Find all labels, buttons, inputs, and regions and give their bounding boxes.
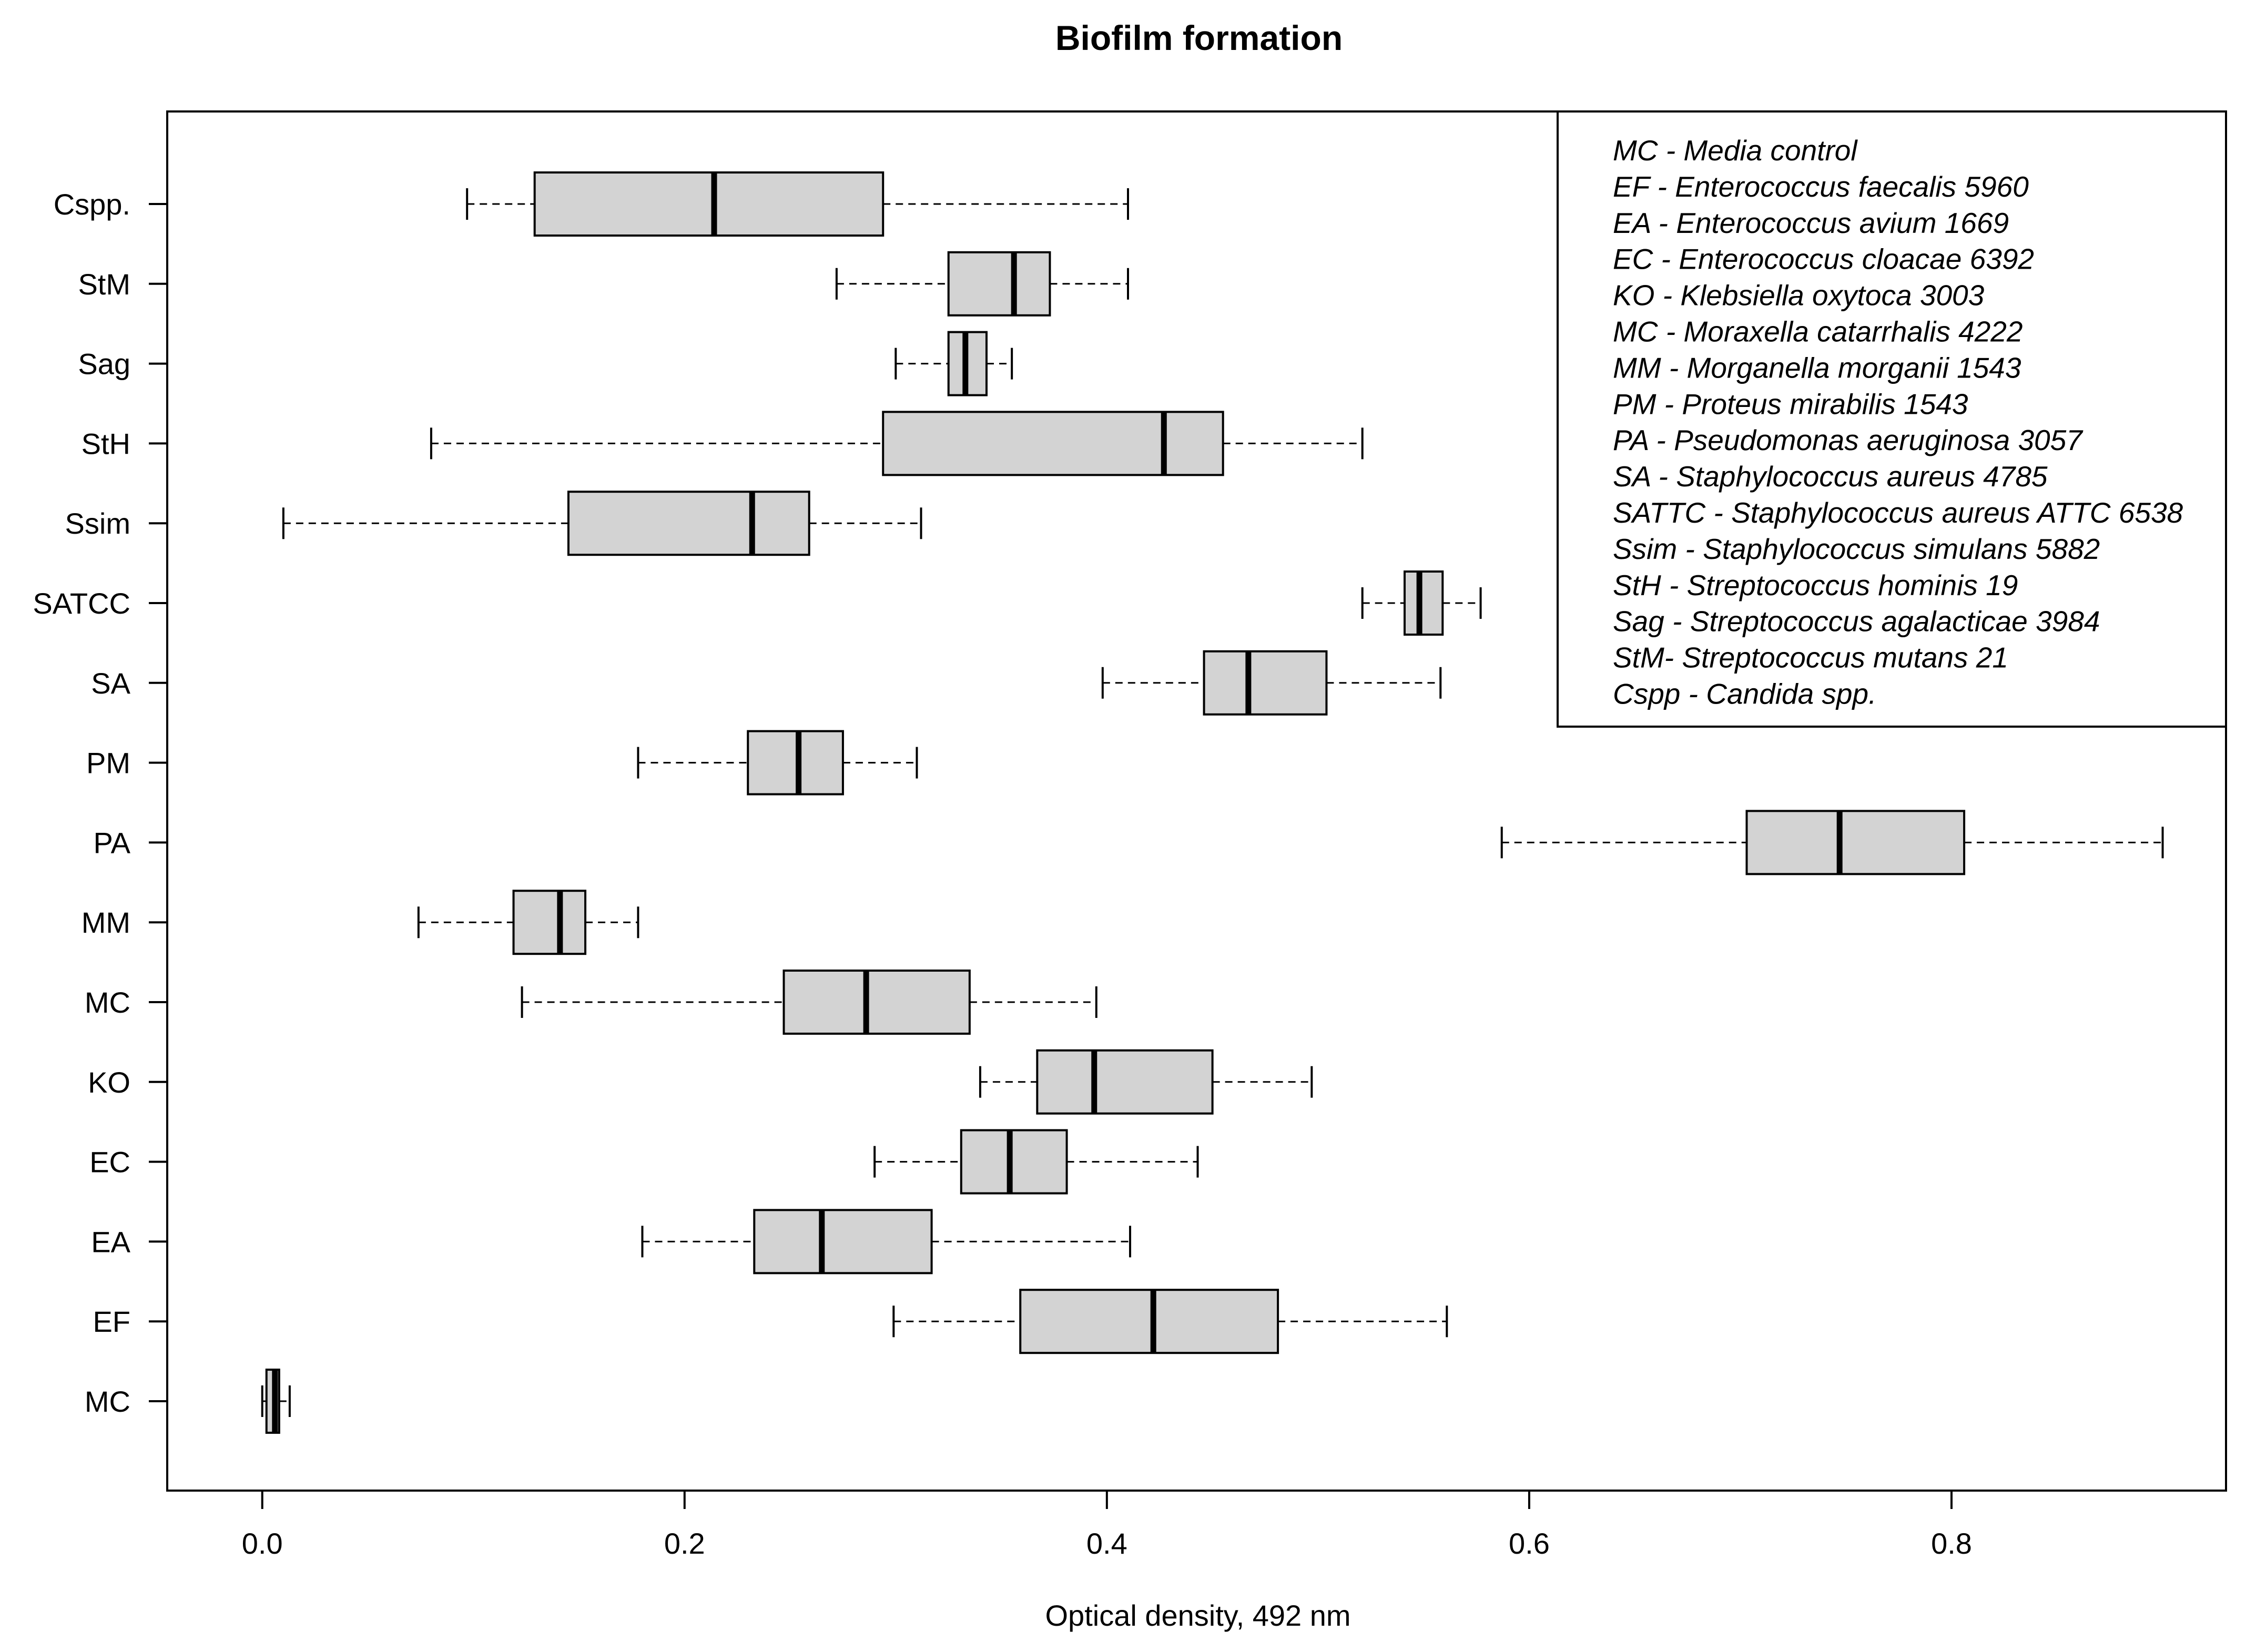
box-iqr (782, 970, 971, 1035)
box-ef-1 (892, 1289, 1448, 1354)
legend-entry: SA - Staphylococcus aureus 4785 (1613, 460, 2048, 493)
x-axis: 0.0 0.2 0.4 0.6 0.8 (242, 1490, 1972, 1560)
legend-entry: StH - Streptococcus hominis 19 (1613, 569, 2018, 601)
x-tick-label: 0.6 (1509, 1527, 1550, 1560)
legend-entry: KO - Klebsiella oxytoca 3003 (1613, 279, 1985, 312)
y-tick-label: Sag (78, 348, 130, 381)
box-satcc-10 (1361, 570, 1482, 636)
y-tick-label: PM (86, 747, 130, 780)
y-tick-label: KO (88, 1066, 130, 1099)
legend-entry: EF - Enterococcus faecalis 5960 (1613, 170, 2029, 203)
box-pa-7 (1500, 810, 2164, 875)
legend-entry: Cspp - Candida spp. (1613, 678, 1876, 710)
legend-entry: SATTC - Staphylococcus aureus ATTC 6538 (1613, 496, 2183, 529)
box-iqr (512, 890, 587, 955)
legend-entry: MC - Moraxella catarrhalis 4222 (1613, 315, 2023, 348)
legend-entry: EC - Enterococcus cloacae 6392 (1613, 243, 2034, 276)
legend-entry: MM - Morganella morganii 1543 (1613, 351, 2021, 384)
legend-entry: PM - Proteus mirabilis 1543 (1613, 387, 1968, 420)
box-stm-14 (835, 251, 1129, 317)
box-iqr (882, 411, 1224, 476)
box-ec-3 (873, 1129, 1199, 1195)
legend-box (1557, 110, 2227, 728)
boxplot-series (261, 171, 2164, 1434)
box-iqr (1203, 650, 1328, 716)
y-tick-label: MM (82, 906, 130, 939)
legend-entry: Sag - Streptococcus agalacticae 3984 (1613, 605, 2100, 638)
y-tick-label: StM (78, 268, 130, 301)
box-iqr (1036, 1049, 1214, 1115)
y-tick-label: EC (89, 1146, 130, 1179)
y-tick-label: StH (82, 427, 130, 460)
y-tick-label: EA (91, 1225, 130, 1258)
box-mc-5 (521, 970, 1097, 1035)
y-axis: MC EF EA EC KO MC MM PA PM SA SATCC Ssim StH Sag StM Cs… (33, 188, 167, 1418)
box-ssim-11 (282, 491, 922, 556)
legend-entry: Ssim - Staphylococcus simulans 5882 (1613, 533, 2100, 565)
box-sag-13 (895, 331, 1013, 396)
y-tick-label: PA (93, 826, 130, 859)
box-iqr (1019, 1289, 1279, 1354)
y-tick-label: Ssim (65, 507, 130, 540)
legend-entry: StM- Streptococcus mutans 21 (1613, 641, 2008, 674)
box-iqr (533, 171, 885, 237)
y-tick-label: Cspp. (54, 188, 130, 221)
box-iqr (960, 1129, 1068, 1195)
box-pm-8 (637, 730, 918, 796)
x-axis-label: Optical density, 492 nm (1045, 1599, 1350, 1632)
legend-entry: MC - Media control (1613, 134, 1858, 167)
x-tick-label: 0.2 (664, 1527, 705, 1560)
box-iqr (567, 491, 810, 556)
y-tick-label: SATCC (33, 587, 130, 620)
y-tick-label: MC (85, 1385, 130, 1418)
box-ea-2 (641, 1209, 1132, 1274)
box-mc-0 (261, 1369, 291, 1434)
y-tick-label: MC (85, 986, 130, 1019)
box-iqr (947, 251, 1051, 317)
x-tick-label: 0.4 (1086, 1527, 1127, 1560)
box-iqr (753, 1209, 933, 1274)
box-iqr (747, 730, 844, 796)
x-tick-label: 0.0 (242, 1527, 283, 1560)
box-mm-6 (417, 890, 639, 955)
legend-entry: EA - Enterococcus avium 1669 (1613, 207, 2009, 239)
legend-entry: PA - Pseudomonas aeruginosa 3057 (1613, 424, 2084, 456)
y-tick-label: SA (91, 667, 130, 700)
box-ko-4 (979, 1049, 1313, 1115)
box-iqr (1745, 810, 1966, 875)
y-tick-label: EF (93, 1305, 130, 1338)
box-cspp-15 (466, 171, 1129, 237)
box-sa-9 (1101, 650, 1442, 716)
chart-title: Biofilm formation (1055, 18, 1343, 57)
box-iqr (1404, 570, 1444, 636)
x-tick-label: 0.8 (1931, 1527, 1972, 1560)
box-sth-12 (430, 411, 1364, 476)
